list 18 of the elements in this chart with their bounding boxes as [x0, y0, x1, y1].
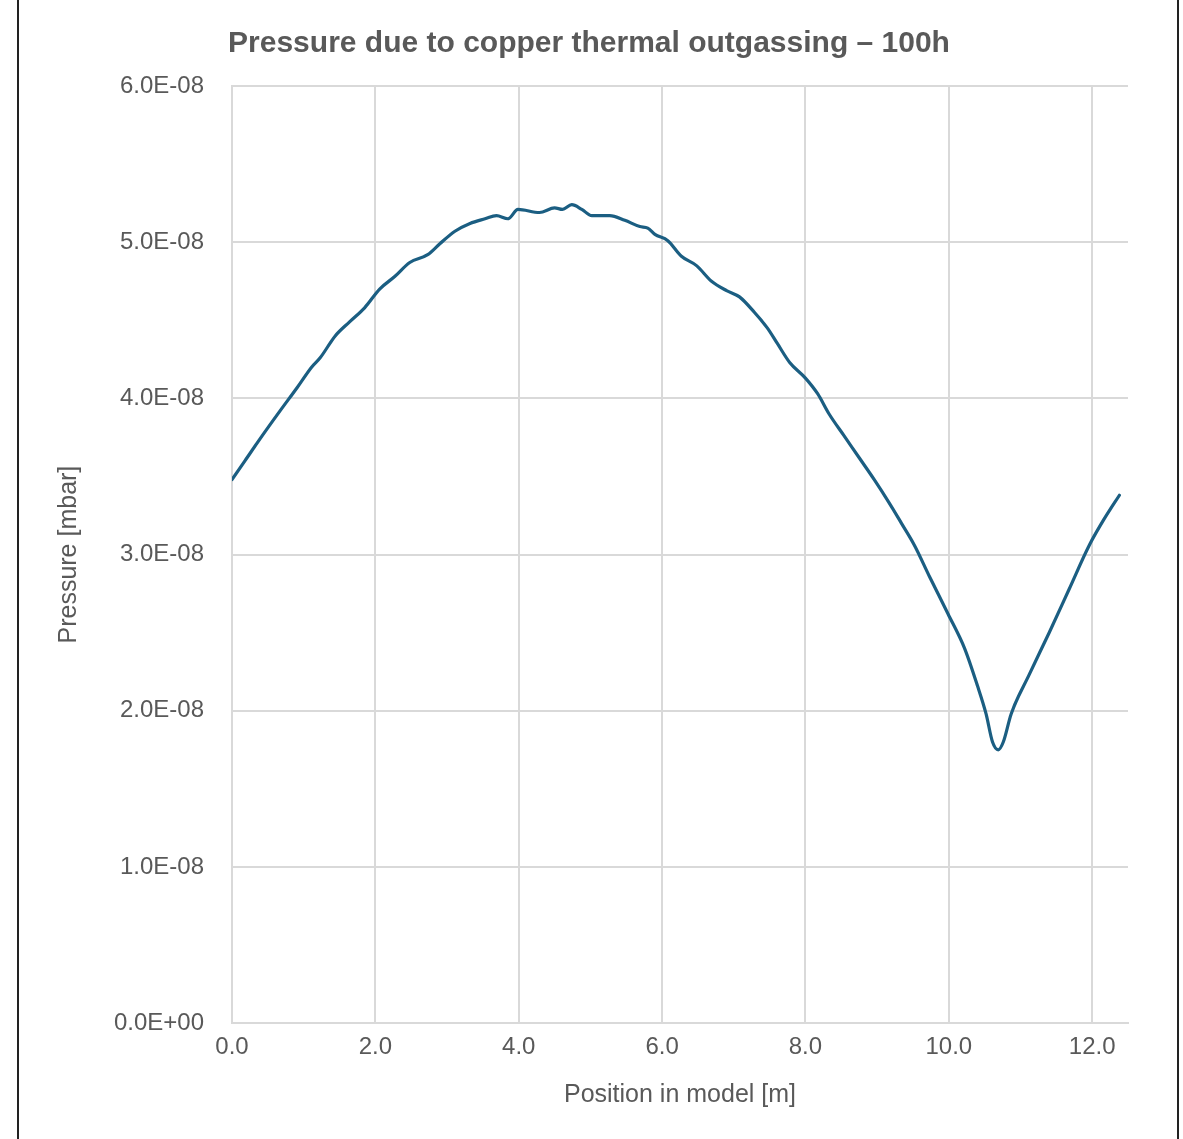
y-tick-label: 2.0E-08	[119, 695, 204, 723]
x-tick-label: 10.0	[925, 1032, 973, 1060]
y-tick-label: 0.0E+00	[113, 1007, 204, 1035]
y-tick-label: 6.0E-08	[119, 70, 204, 98]
x-tick-label: 8.0	[788, 1032, 823, 1060]
line-series	[232, 203, 1121, 752]
x-tick-label: 6.0	[645, 1032, 679, 1060]
x-axis-title: Position in model [m]	[563, 1078, 797, 1107]
x-tick-label: 0.0	[215, 1032, 249, 1060]
x-tick-label: 2.0	[358, 1032, 393, 1060]
y-tick-label: 1.0E-08	[119, 851, 204, 879]
y-tick-label: 5.0E-08	[119, 226, 204, 254]
x-tick-label: 4.0	[502, 1032, 536, 1060]
x-tick-label: 12.0	[1068, 1032, 1116, 1060]
chart-title: Pressure due to copper thermal outgassing – 100h	[228, 25, 950, 59]
y-tick-label: 3.0E-08	[119, 539, 204, 567]
y-tick-label: 4.0E-08	[119, 383, 204, 411]
y-axis-title: Pressure [mbar]	[52, 465, 81, 644]
